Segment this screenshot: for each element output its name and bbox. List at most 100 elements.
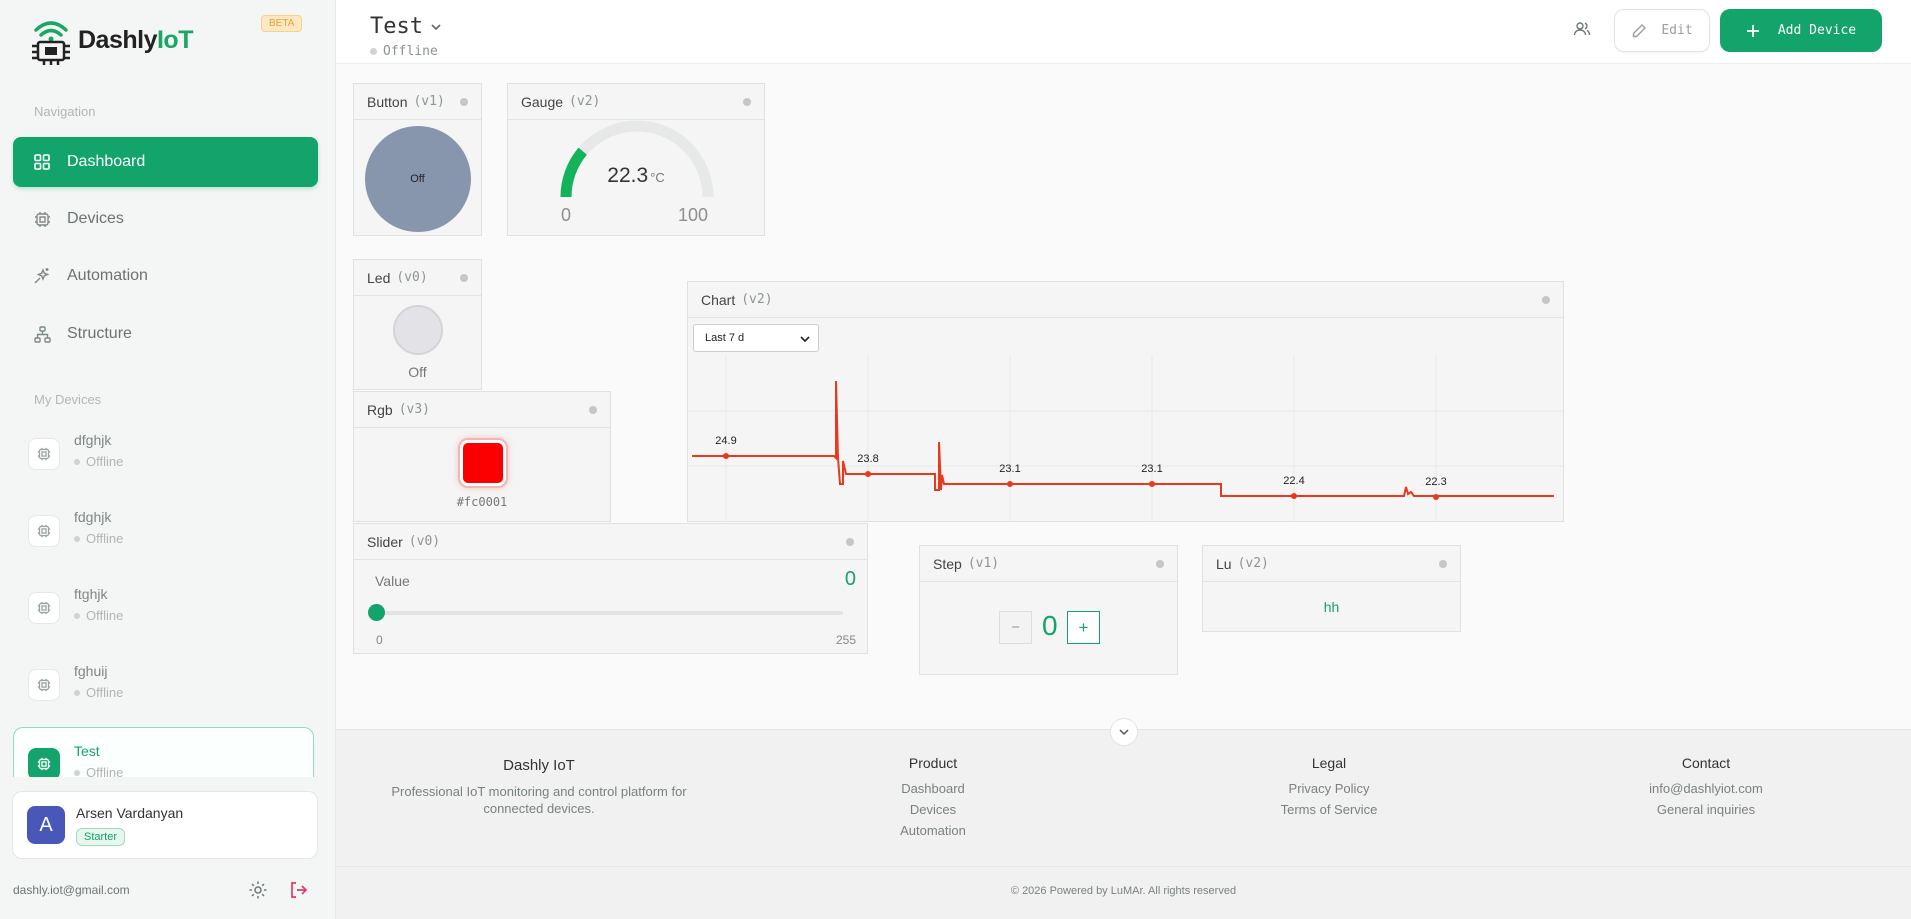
sidebar-item-structure[interactable]: Structure: [13, 309, 318, 359]
chip-icon: [28, 669, 60, 701]
footer-link-devices[interactable]: Devices: [909, 802, 957, 817]
footer-link-email[interactable]: info@dashlyiot.com: [1649, 781, 1763, 796]
user-card[interactable]: A Arsen Vardanyan Starter: [12, 791, 318, 859]
footer-link-inquiries[interactable]: General inquiries: [1656, 802, 1756, 817]
chart-point[interactable]: [1007, 481, 1013, 487]
device-item-ftghjk[interactable]: ftghjk Offline: [28, 584, 308, 640]
status-dot: [743, 98, 751, 106]
devices-section-label: My Devices: [34, 392, 102, 407]
step-decrement-button[interactable]: −: [999, 611, 1032, 644]
collapse-button[interactable]: [1110, 718, 1138, 746]
sidebar-item-label: Dashboard: [67, 153, 146, 170]
chart-point[interactable]: [865, 471, 871, 477]
widget-header: Chart (v2): [688, 282, 1563, 318]
chip-icon: [28, 438, 60, 470]
logout-icon[interactable]: [286, 878, 310, 902]
footer-link-dashboard[interactable]: Dashboard: [901, 781, 965, 796]
footer-brand: Dashly IoT Professional IoT monitoring a…: [374, 757, 704, 822]
footer-link-automation[interactable]: Automation: [900, 823, 966, 838]
step-increment-button[interactable]: +: [1067, 611, 1100, 644]
chart-plot: 24.9 23.8 23.1 23.1 22.4 22.3: [688, 356, 1563, 522]
sidebar-item-devices[interactable]: Devices: [13, 194, 318, 244]
footer-brand-title: Dashly IoT: [503, 757, 575, 774]
chip-icon: [28, 592, 60, 624]
footer-legal: Legal Privacy Policy Terms of Service: [1254, 755, 1404, 823]
sidebar: DashlyIoT BETA Navigation Dashboard Devi…: [0, 0, 336, 919]
chip-icon: [33, 210, 51, 228]
chart-data-label: 24.9: [715, 435, 736, 447]
range-select[interactable]: Last 7 d: [693, 324, 819, 352]
device-status: Offline: [370, 44, 438, 59]
chip-icon: [28, 515, 60, 547]
footer-link-privacy[interactable]: Privacy Policy: [1288, 781, 1370, 796]
color-hex: #fc0001: [456, 495, 508, 509]
widget-header: Button (v1): [354, 84, 481, 120]
slider-max: 255: [835, 633, 856, 647]
logo-text: DashlyIoT: [78, 25, 193, 54]
device-item-dfghjk[interactable]: dfghjk Offline: [28, 430, 308, 486]
edit-button[interactable]: Edit: [1614, 9, 1710, 52]
device-name: Test: [74, 743, 100, 759]
footer-contact: Contact info@dashlyiot.com General inqui…: [1631, 755, 1781, 823]
slider-label: Value: [375, 573, 410, 589]
device-status: Offline: [74, 685, 123, 700]
chart-data-label: 23.1: [999, 463, 1020, 475]
settings-icon[interactable]: [246, 878, 270, 902]
device-item-fdghjk[interactable]: fdghjk Offline: [28, 507, 308, 563]
device-name: fdghjk: [74, 509, 112, 525]
logo[interactable]: DashlyIoT: [28, 14, 198, 66]
chart-point[interactable]: [1433, 494, 1439, 500]
device-name: fghuij: [74, 663, 108, 679]
footer-product: Product Dashboard Devices Automation: [873, 755, 993, 844]
widget-header: Step (v1): [920, 546, 1177, 582]
led-state: Off: [408, 364, 427, 380]
user-email: dashly.iot@gmail.com: [13, 883, 130, 897]
color-swatch[interactable]: [460, 440, 506, 486]
copyright: © 2026 Powered by LuMAr. All rights rese…: [1010, 885, 1237, 897]
footer-tagline: connected devices.: [483, 801, 595, 816]
footer-link-terms[interactable]: Terms of Service: [1280, 802, 1378, 817]
status-dot: [460, 274, 468, 282]
device-selector[interactable]: Test: [370, 14, 443, 39]
nav-section-label: Navigation: [34, 104, 96, 119]
status-dot: [1156, 560, 1164, 568]
sidebar-item-label: Automation: [67, 267, 148, 284]
chart-data-label: 22.3: [1425, 476, 1446, 488]
user-name: Arsen Vardanyan: [76, 804, 184, 821]
status-dot: [589, 406, 597, 414]
widget-chart: Chart (v2) Last 7 d 24.9 23.8 23.1 23.1 22.4 2…: [687, 281, 1564, 522]
chip-icon: [28, 748, 60, 777]
users-icon[interactable]: [1572, 19, 1596, 43]
widget-gauge: Gauge (v2) 22.3 °C 0 100: [507, 83, 765, 236]
slider-thumb[interactable]: [368, 604, 385, 621]
widget-header: Rgb (v3): [354, 392, 610, 428]
widget-button[interactable]: Button (v1) Off: [353, 83, 482, 236]
footer-divider: [336, 866, 1911, 867]
gauge-max: 100: [678, 205, 709, 225]
device-item-fghuij[interactable]: fghuij Offline: [28, 661, 308, 717]
gauge-value: 22.3 °C: [607, 164, 665, 187]
add-device-button[interactable]: Add Device: [1720, 9, 1882, 52]
sidebar-item-automation[interactable]: Automation: [13, 251, 318, 301]
led-indicator: [393, 305, 443, 355]
chart-point[interactable]: [1291, 493, 1297, 499]
chart-data-label: 22.4: [1283, 475, 1304, 487]
device-item-test-active[interactable]: Test Offline: [13, 727, 314, 777]
toggle-button[interactable]: Off: [364, 126, 471, 232]
widget-rgb[interactable]: Rgb (v3) #fc0001: [353, 391, 611, 522]
sidebar-item-dashboard[interactable]: Dashboard: [13, 137, 318, 187]
sidebar-item-label: Devices: [67, 210, 124, 227]
chart-point[interactable]: [1149, 481, 1155, 487]
status-dot: [1542, 296, 1550, 304]
avatar: A: [27, 806, 65, 844]
chart-point[interactable]: [723, 453, 729, 459]
chart-data-label: 23.8: [857, 453, 878, 465]
beta-badge: BETA: [261, 15, 303, 32]
slider-track[interactable]: [375, 611, 843, 615]
gauge-min: 0: [561, 205, 572, 225]
hierarchy-icon: [33, 325, 51, 343]
page-title: Test: [370, 14, 423, 39]
widget-led: Led (v0) Off: [353, 259, 482, 390]
widget-step: Step (v1) − 0 +: [919, 545, 1178, 675]
